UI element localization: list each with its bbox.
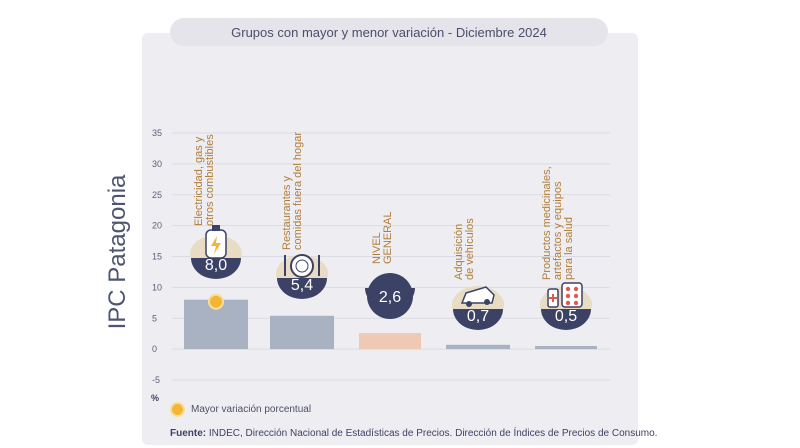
y-tick-label: 30	[152, 159, 162, 169]
source-label: Fuente:	[170, 428, 207, 439]
bars	[184, 299, 597, 350]
y-tick-label: 5	[152, 313, 157, 323]
data-label: 8,0	[205, 257, 227, 274]
source-note: Fuente: INDEC, Dirección Nacional de Est…	[170, 428, 657, 439]
y-tick-label: 25	[152, 190, 162, 200]
plate-fork-knife-icon	[284, 254, 320, 278]
chart-title: Grupos con mayor y menor variación - Dic…	[170, 18, 608, 46]
bar	[359, 333, 421, 350]
value-bubble	[541, 309, 591, 330]
data-label: 5,4	[291, 277, 313, 294]
source-text: INDEC, Dirección Nacional de Estadística…	[206, 428, 658, 439]
data-label: 2,6	[379, 289, 401, 306]
car-icon	[460, 286, 495, 307]
value-bubble	[277, 278, 327, 299]
legend: Mayor variación porcentual	[170, 402, 311, 417]
bar	[446, 344, 510, 350]
legend-label: Mayor variación porcentual	[191, 404, 312, 415]
y-axis-unit: %	[151, 393, 159, 403]
y-tick-label: 10	[152, 282, 162, 292]
data-label: 0,7	[467, 308, 489, 325]
highlight-marker-icon	[170, 402, 185, 417]
value-bubble	[453, 309, 503, 330]
value-bubble	[367, 273, 413, 319]
data-label: 0,5	[555, 308, 577, 325]
gas-cylinder-bolt-icon	[205, 225, 227, 259]
y-tick-label: 0	[152, 344, 157, 354]
y-axis-ticks: -5 0 5 10 15 20 25 30 35%	[151, 128, 162, 403]
y-tick-label: 20	[152, 221, 162, 231]
y-tick-label: -5	[152, 375, 160, 385]
medicine-pills-icon	[547, 282, 583, 308]
highlight-marker	[208, 293, 224, 310]
y-tick-label: 35	[152, 128, 162, 138]
value-bubbles: 8,0 5,4 2,6 0,7 0,5	[190, 225, 592, 330]
y-tick-label: 15	[152, 252, 162, 262]
bar	[270, 315, 334, 350]
value-bubble	[191, 258, 241, 279]
bar	[535, 346, 597, 350]
